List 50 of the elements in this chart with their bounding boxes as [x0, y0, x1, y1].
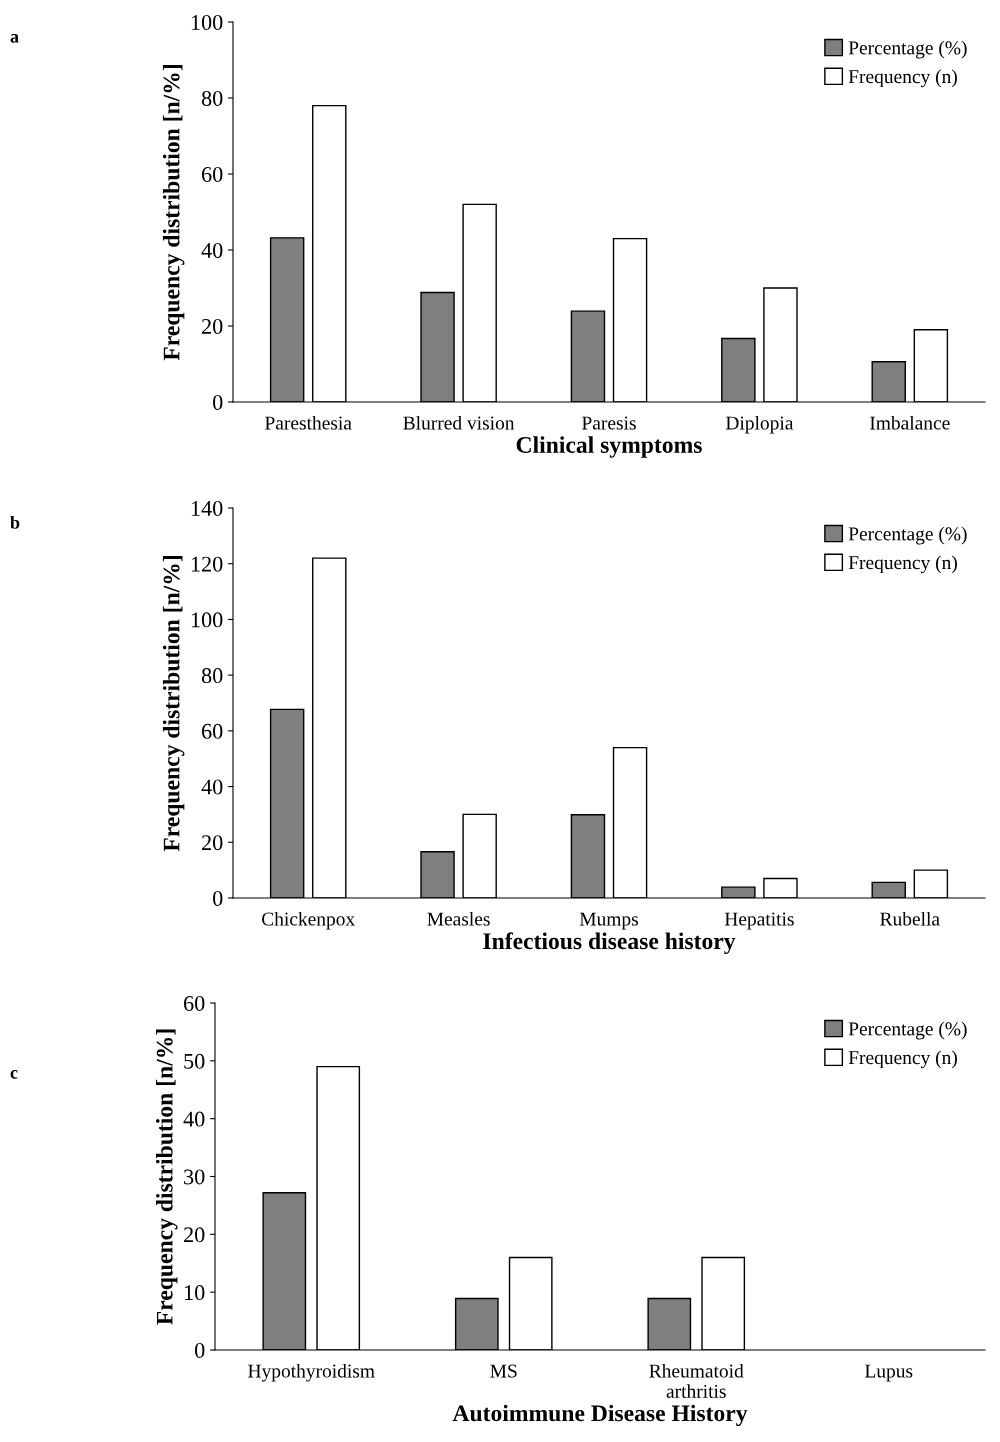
legend-label: Frequency (n)	[848, 555, 957, 574]
text: c	[10, 1070, 18, 1079]
y-tick-label: 120	[191, 556, 223, 572]
x-tick-label: Imbalance	[870, 415, 950, 430]
x-tick-label: Paresis	[582, 416, 636, 430]
legend-label: Percentage (%)	[848, 40, 967, 59]
legend-label: Frequency (n)	[848, 69, 957, 88]
y-axis-title: Frequency distribution [n/%]	[156, 1029, 178, 1325]
y-axis-title: Frequency distribution [n/%]	[162, 65, 185, 361]
y-tick-label: 20	[202, 835, 223, 851]
y-tick-label: 80	[201, 668, 223, 684]
y-tick-label: 40	[183, 1111, 205, 1127]
x-axis-title: Autoimmune Disease History	[452, 1404, 748, 1427]
y-tick-label: 0	[213, 394, 223, 410]
y-tick-label: 0	[195, 1342, 205, 1358]
y-tick-label: 140	[191, 500, 223, 516]
y-axis-title: Frequency distribution [n/%]	[162, 556, 185, 852]
text: a	[10, 34, 19, 43]
y-tick-label: 100	[191, 612, 223, 628]
y-tick-label: 60	[202, 723, 223, 739]
x-tick-label: Hepatitis	[724, 912, 794, 930]
y-tick-label: 100	[191, 14, 223, 30]
x-axis-title: Infectious disease history	[483, 932, 736, 955]
y-tick-label: 30	[184, 1169, 205, 1185]
x-tick-label: Lupus	[865, 1364, 913, 1382]
x-tick-label: Measles	[427, 911, 490, 926]
x-axis-title: Clinical symptoms	[516, 436, 702, 458]
y-tick-label: 80	[201, 90, 223, 106]
y-tick-label: 60	[184, 995, 205, 1011]
x-tick-label: Mumps	[579, 912, 639, 930]
x-tick-label: Paresthesia	[265, 415, 352, 430]
legend-label: Percentage (%)	[848, 1021, 967, 1040]
y-tick-label: 50	[184, 1053, 205, 1069]
x-tick-label: MS	[490, 1364, 517, 1378]
y-tick-label: 40	[201, 242, 223, 258]
y-tick-label: 10	[185, 1285, 205, 1301]
x-tick-label: Chickenpox	[262, 911, 355, 930]
x-tick-label: Hypothyroidism	[248, 1363, 375, 1382]
y-tick-label: 60	[202, 166, 223, 182]
x-tick-label: Rheumatoid arthritis	[649, 1363, 744, 1398]
y-tick-label: 40	[201, 779, 223, 795]
y-tick-label: 20	[202, 318, 223, 334]
x-tick-label: Diplopia	[725, 415, 794, 434]
x-tick-label: Blurred vision	[403, 415, 515, 430]
legend-label: Percentage (%)	[848, 526, 967, 545]
text: b	[10, 516, 20, 529]
x-tick-label: Rubella	[880, 911, 940, 926]
y-tick-label: 0	[213, 890, 223, 906]
y-tick-label: 20	[184, 1227, 205, 1243]
legend-label: Frequency (n)	[848, 1050, 957, 1069]
